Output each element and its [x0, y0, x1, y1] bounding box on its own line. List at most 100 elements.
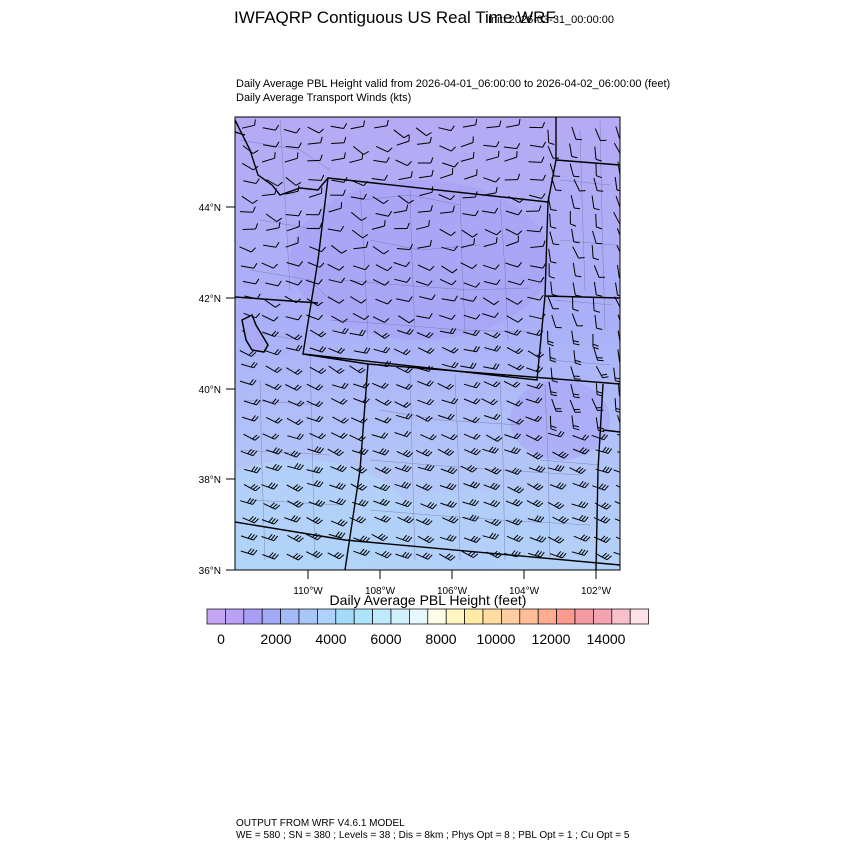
wind-barb	[591, 434, 605, 441]
wind-barb	[306, 279, 319, 285]
wind-barb-flag	[338, 498, 344, 505]
wind-barb-flag	[338, 299, 345, 304]
wind-barb	[332, 416, 345, 424]
wind-barb	[527, 278, 541, 283]
wind-barb-flag	[275, 448, 280, 454]
wind-barb-flag	[361, 153, 364, 160]
wind-barb-flag	[579, 447, 585, 453]
wind-barb	[375, 213, 389, 217]
colorbar-box	[556, 608, 576, 625]
wind-barb-flag	[496, 521, 502, 526]
wind-barb	[416, 332, 430, 339]
wind-barb-flag	[318, 367, 324, 373]
wind-barb-flag	[517, 261, 522, 268]
wind-barb-flag	[342, 466, 347, 472]
wind-barb-flag	[406, 204, 409, 211]
wind-barb-flag	[516, 143, 521, 149]
wind-barb-flag	[313, 480, 319, 486]
wind-barb-flag	[583, 502, 589, 509]
wind-barb-flag	[377, 533, 384, 539]
wind-barb	[308, 179, 322, 181]
wind-barb-flag	[250, 361, 255, 368]
wind-barb-flag	[598, 429, 605, 433]
wind-barb	[526, 500, 539, 508]
wind-barb-flag	[582, 448, 587, 454]
wind-barb-flag	[475, 330, 480, 336]
wind-barb	[327, 552, 340, 560]
wind-barb	[526, 230, 540, 233]
wind-barb-flag	[535, 501, 541, 506]
wind-barb-flag	[409, 243, 413, 250]
wind-barb-flag	[595, 158, 602, 162]
wind-barb-flag	[275, 124, 280, 131]
wind-barb-flag	[471, 467, 478, 473]
wind-barb-flag	[318, 433, 324, 438]
wind-barb-flag	[620, 343, 626, 344]
wind-barb	[415, 225, 429, 230]
wind-barb	[351, 229, 363, 239]
wind-barb-flag	[296, 463, 302, 470]
wind-barb-flag	[297, 370, 303, 375]
wind-barb-flag	[495, 186, 498, 193]
wind-barb	[286, 262, 300, 267]
wind-barb	[417, 245, 431, 249]
wind-barb-flag	[517, 173, 521, 180]
wind-barb	[484, 347, 498, 352]
wind-barb-flag	[252, 499, 257, 505]
wind-barb	[306, 383, 319, 391]
wind-barb-flag	[449, 535, 454, 541]
wind-barb-flag	[584, 435, 590, 441]
wind-barb-flag	[493, 300, 500, 306]
wind-barb-flag	[359, 329, 364, 336]
wind-barb	[266, 179, 278, 187]
wind-barb-flag	[380, 483, 385, 489]
wind-barb	[527, 350, 540, 359]
wind-barb-flag	[624, 449, 628, 454]
wind-barb-flag	[425, 331, 431, 337]
wind-barb-flag	[335, 482, 341, 488]
wind-barb-flag	[516, 364, 522, 370]
wind-barb-flag	[518, 488, 524, 494]
wind-barb-flag	[317, 500, 323, 506]
wind-barb-flag	[315, 400, 321, 406]
wind-barb-flag	[318, 331, 324, 336]
wind-barb-flag	[449, 501, 455, 507]
wind-barb-flag	[561, 517, 567, 523]
wind-barb-flag	[492, 381, 498, 387]
wind-barb	[415, 553, 429, 560]
wind-barb-flag	[386, 119, 389, 126]
wind-barb-flag	[596, 294, 603, 297]
wind-barb-flag	[514, 468, 520, 474]
wind-barb-flag	[472, 362, 477, 369]
wind-barb-flag	[575, 294, 582, 297]
wind-barb	[307, 159, 321, 162]
wind-barb-flag	[549, 275, 555, 279]
wind-barb	[547, 432, 561, 438]
wind-barb-flag	[538, 502, 544, 508]
wind-barb	[529, 537, 543, 543]
wind-barb	[309, 329, 322, 338]
wind-barb	[286, 553, 299, 561]
wind-barb-flag	[386, 401, 392, 406]
wind-barb	[505, 210, 519, 216]
wind-barb	[416, 414, 429, 422]
wind-barb	[437, 382, 450, 390]
wind-barb-flag	[401, 464, 407, 471]
wind-barb-flag	[602, 517, 608, 523]
wind-barb-flag	[625, 486, 630, 490]
map-panel	[234, 116, 630, 571]
wind-barb-flag	[296, 517, 301, 523]
wind-barb	[506, 124, 520, 128]
wind-barb-flag	[578, 514, 584, 521]
wind-barb-flag	[387, 266, 393, 272]
wind-barb	[262, 433, 275, 440]
wind-barb-flag	[268, 482, 273, 488]
wind-barb-flag	[405, 451, 411, 457]
wind-barb-flag	[518, 419, 524, 425]
wind-barb-flag	[250, 534, 255, 540]
wind-barb	[615, 536, 620, 540]
wind-barb-flag	[252, 206, 256, 213]
wind-barb-flag	[358, 499, 364, 505]
wind-barb-flag	[428, 333, 434, 339]
wind-barb-flag	[247, 548, 252, 554]
